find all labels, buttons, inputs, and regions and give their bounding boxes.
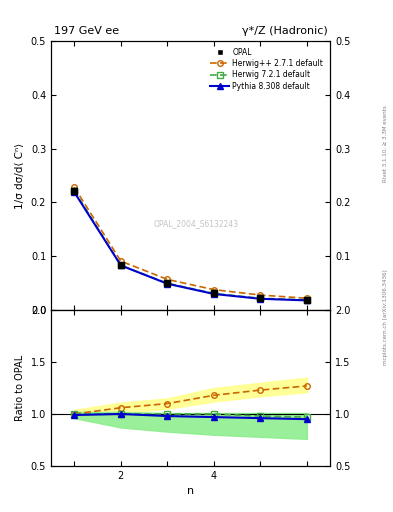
Text: mcplots.cern.ch [arXiv:1306.3436]: mcplots.cern.ch [arXiv:1306.3436] — [383, 270, 388, 365]
Text: Rivet 3.1.10, ≥ 3.3M events: Rivet 3.1.10, ≥ 3.3M events — [383, 105, 388, 182]
Text: γ*/Z (Hadronic): γ*/Z (Hadronic) — [242, 26, 327, 35]
X-axis label: n: n — [187, 486, 194, 496]
Legend: OPAL, Herwig++ 2.7.1 default, Herwig 7.2.1 default, Pythia 8.308 default: OPAL, Herwig++ 2.7.1 default, Herwig 7.2… — [207, 45, 326, 94]
Text: 197 GeV ee: 197 GeV ee — [54, 26, 119, 35]
Y-axis label: 1/σ dσ/d⟨ Cⁿ⟩: 1/σ dσ/d⟨ Cⁿ⟩ — [15, 142, 25, 208]
Y-axis label: Ratio to OPAL: Ratio to OPAL — [15, 355, 25, 421]
Text: OPAL_2004_S6132243: OPAL_2004_S6132243 — [154, 220, 239, 228]
